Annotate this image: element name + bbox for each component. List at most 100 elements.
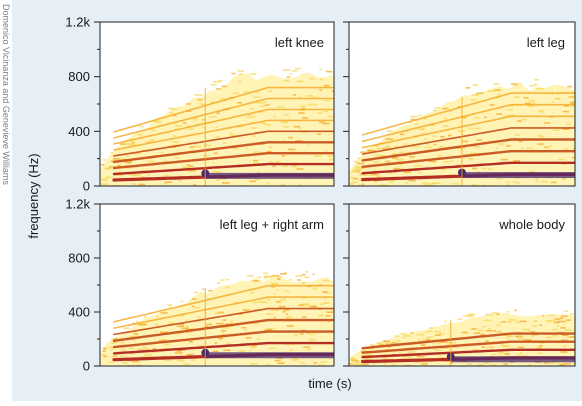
spectral-speckle <box>108 361 114 363</box>
spectral-speckle <box>212 170 218 173</box>
spectral-speckle <box>143 348 150 350</box>
spectral-speckle <box>432 182 437 185</box>
spectral-speckle <box>487 90 496 92</box>
spectral-speckle <box>392 341 396 344</box>
spectral-speckle <box>491 312 499 314</box>
spectral-speckle <box>349 176 354 179</box>
spectral-speckle <box>384 147 392 149</box>
spectral-speckle <box>273 316 276 319</box>
spectral-speckle <box>437 342 441 345</box>
spectral-speckle <box>155 121 162 123</box>
spectral-speckle <box>542 314 545 317</box>
spectral-speckle <box>410 118 415 121</box>
spectral-speckle <box>526 147 533 150</box>
spectral-speckle <box>210 83 217 86</box>
spectral-speckle <box>127 143 132 145</box>
spectral-speckle <box>302 303 309 305</box>
spectral-speckle <box>428 160 437 163</box>
spectral-speckle <box>482 184 487 186</box>
spectral-speckle <box>148 354 152 357</box>
spectral-speckle <box>468 127 474 130</box>
spectral-speckle <box>570 102 575 105</box>
spectral-speckle <box>182 122 187 124</box>
spectral-speckle <box>384 342 392 345</box>
spectral-speckle <box>285 316 294 319</box>
spectral-speckle <box>175 128 178 130</box>
spectral-speckle <box>500 158 508 161</box>
spectral-speckle <box>425 338 431 341</box>
spectral-speckle <box>563 363 571 365</box>
spectral-speckle <box>160 312 168 314</box>
spectral-speckle <box>506 335 514 338</box>
spectral-speckle <box>434 331 441 333</box>
spectral-speckle <box>167 304 173 306</box>
spectral-speckle <box>186 331 193 334</box>
spectral-speckle <box>121 362 128 364</box>
spectral-speckle <box>508 319 517 321</box>
spectral-speckle <box>282 165 289 167</box>
spectral-speckle <box>323 110 328 113</box>
spectral-speckle <box>289 73 293 75</box>
spectral-speckle <box>222 142 226 144</box>
harmonic-curve <box>113 119 334 151</box>
spectral-speckle <box>301 117 308 119</box>
spectral-speckle <box>449 110 452 113</box>
spectral-speckle <box>399 133 405 136</box>
spectral-speckle <box>178 349 186 351</box>
spectral-speckle <box>481 167 487 170</box>
spectral-speckle <box>191 298 197 300</box>
spectral-speckle <box>540 111 544 113</box>
spectral-speckle <box>433 109 437 112</box>
spectral-speckle <box>138 183 146 186</box>
spectral-speckle <box>440 136 445 138</box>
spectral-speckle <box>193 183 197 186</box>
spectral-speckle <box>394 335 400 337</box>
spectral-speckle <box>239 73 243 75</box>
spectral-speckle <box>543 362 549 364</box>
spectral-speckle <box>286 76 291 78</box>
spectral-speckle <box>319 68 322 71</box>
spectral-speckle <box>553 129 560 131</box>
spectral-speckle <box>373 161 380 163</box>
spectral-speckle <box>519 320 527 323</box>
spectral-speckle <box>534 320 538 322</box>
spectral-speckle <box>323 99 332 102</box>
spectral-speckle <box>194 143 197 145</box>
spectral-speckle <box>225 278 230 281</box>
spectral-speckle <box>225 286 231 289</box>
photo-credit: Domenico Vicinanza and Genevieve William… <box>0 0 12 401</box>
spectral-speckle <box>489 364 498 366</box>
spectrogram-panel: whole body <box>343 203 576 367</box>
spectral-speckle <box>572 156 575 159</box>
spectral-speckle <box>202 288 205 291</box>
x-axis-title: time (s) <box>308 376 351 391</box>
spectral-speckle <box>251 127 257 129</box>
y-tick-label: 800 <box>68 251 90 266</box>
spectral-speckle <box>309 77 316 80</box>
spectral-speckle <box>166 132 170 134</box>
spectral-speckle <box>281 184 285 186</box>
spectral-speckle <box>131 174 138 177</box>
spectral-speckle <box>516 120 522 122</box>
spectral-speckle <box>222 319 227 321</box>
spectral-speckle <box>193 145 202 148</box>
spectral-speckle <box>417 128 426 130</box>
spectral-speckle <box>404 364 413 366</box>
spectral-speckle <box>461 331 468 334</box>
spectral-speckle <box>144 353 151 356</box>
spectral-speckle <box>408 179 416 182</box>
spectral-speckle <box>516 354 520 356</box>
spectral-speckle <box>163 182 168 185</box>
spectral-speckle <box>232 92 240 95</box>
spectral-speckle <box>484 116 487 119</box>
spectral-speckle <box>101 183 109 185</box>
harmonic-curve <box>112 152 334 170</box>
spectral-speckle <box>319 121 325 124</box>
harmonic-curve <box>113 284 334 323</box>
spectral-speckle <box>155 323 159 326</box>
spectral-speckle <box>558 158 565 161</box>
spectral-speckle <box>325 149 328 152</box>
spectral-speckle <box>353 358 357 361</box>
spectral-speckle <box>359 173 366 176</box>
spectral-speckle <box>208 289 213 292</box>
